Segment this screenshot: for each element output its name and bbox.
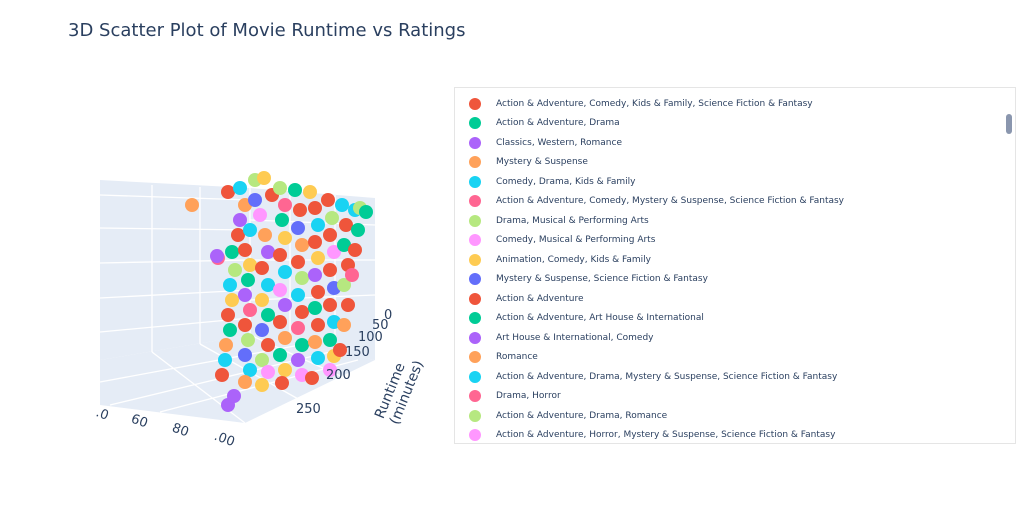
legend-label: Art House & International, Comedy: [496, 332, 654, 343]
runtime-tick: 50: [372, 318, 389, 333]
legend-label: Action & Adventure, Drama, Romance: [496, 410, 668, 421]
legend-marker-icon: [469, 117, 481, 130]
legend-label: Animation, Comedy, Kids & Family: [496, 254, 651, 265]
legend-item[interactable]: Romance: [455, 348, 1001, 368]
back-wall: [100, 180, 250, 360]
legend-item[interactable]: Classics, Western, Romance: [455, 133, 1001, 153]
legend-item[interactable]: Art House & International, Comedy: [455, 328, 1001, 348]
legend-marker-icon: [469, 156, 481, 169]
runtime-tick: 250: [296, 402, 321, 417]
legend-label: Classics, Western, Romance: [496, 137, 622, 148]
legend-marker-icon: [469, 351, 481, 364]
legend-marker-icon: [469, 253, 481, 266]
legend-label: Mystery & Suspense, Science Fiction & Fa…: [496, 274, 708, 285]
legend-item[interactable]: Mystery & Suspense, Science Fiction & Fa…: [455, 270, 1001, 290]
legend-marker-icon: [469, 195, 481, 208]
legend-item[interactable]: Action & Adventure, Comedy, Kids & Famil…: [455, 94, 1001, 114]
scatter3d-scene[interactable]: 0 50 100 150 200 250 Runtime (minutes) .…: [0, 60, 450, 480]
legend-label: Mystery & Suspense: [496, 157, 588, 168]
legend-marker-icon: [469, 234, 481, 247]
legend-item[interactable]: Comedy, Musical & Performing Arts: [455, 231, 1001, 251]
legend-label: Action & Adventure, Horror, Mystery & Su…: [496, 430, 836, 441]
runtime-tick: 200: [326, 368, 351, 383]
legend-marker-icon: [469, 429, 481, 442]
legend-marker-icon: [469, 370, 481, 383]
legend-label: Action & Adventure, Comedy, Mystery & Su…: [496, 196, 845, 207]
legend-item[interactable]: Action & Adventure: [455, 289, 1001, 309]
legend-label: Action & Adventure, Art House & Internat…: [496, 313, 704, 324]
legend-marker-icon: [469, 409, 481, 422]
legend-scrollbar[interactable]: [1006, 114, 1012, 134]
data-points: [185, 171, 373, 412]
legend-item[interactable]: Animation, Comedy, Kids & Family: [455, 250, 1001, 270]
legend-label: Action & Adventure, Drama, Mystery & Sus…: [496, 371, 838, 382]
legend-item[interactable]: Action & Adventure, Drama: [455, 114, 1001, 134]
runtime-tick: 0: [384, 308, 393, 323]
chart-title: 3D Scatter Plot of Movie Runtime vs Rati…: [68, 20, 466, 41]
legend-label: Action & Adventure, Comedy, Kids & Famil…: [496, 98, 813, 109]
legend-marker-icon: [469, 214, 481, 227]
legend-item[interactable]: Comedy, Drama, Kids & Family: [455, 172, 1001, 192]
legend-item[interactable]: Mystery & Suspense: [455, 153, 1001, 173]
legend-label: Comedy, Musical & Performing Arts: [496, 235, 656, 246]
legend-item[interactable]: Action & Adventure, Drama, Mystery & Sus…: [455, 367, 1001, 387]
legend-item[interactable]: Drama, Musical & Performing Arts: [455, 211, 1001, 231]
legend-marker-icon: [469, 390, 481, 403]
legend-marker-icon: [469, 136, 481, 149]
scene-graphics: [99, 171, 376, 424]
legend[interactable]: Action & Adventure, Comedy, Kids & Famil…: [454, 87, 1016, 444]
runtime-tick: 150: [345, 345, 370, 360]
legend-label: Drama, Horror: [496, 391, 561, 402]
legend-marker-icon: [469, 97, 481, 110]
legend-label: Action & Adventure, Drama: [496, 118, 620, 129]
legend-marker-icon: [469, 312, 481, 325]
legend-marker-icon: [469, 273, 481, 286]
legend-label: Romance: [496, 352, 538, 363]
legend-marker-icon: [469, 175, 481, 188]
legend-label: Comedy, Drama, Kids & Family: [496, 176, 636, 187]
legend-label: Action & Adventure: [496, 293, 584, 304]
legend-marker-icon: [469, 292, 481, 305]
legend-list: Action & Adventure, Comedy, Kids & Famil…: [455, 94, 1001, 444]
legend-item[interactable]: Action & Adventure, Comedy, Mystery & Su…: [455, 192, 1001, 212]
legend-item[interactable]: Action & Adventure, Horror, Mystery & Su…: [455, 426, 1001, 444]
legend-label: Drama, Musical & Performing Arts: [496, 215, 649, 226]
legend-item[interactable]: Drama, Horror: [455, 387, 1001, 407]
legend-item[interactable]: Action & Adventure, Art House & Internat…: [455, 309, 1001, 329]
legend-marker-icon: [469, 331, 481, 344]
floor-plane: [100, 335, 375, 423]
legend-item[interactable]: Action & Adventure, Drama, Romance: [455, 406, 1001, 426]
runtime-tick: 100: [358, 330, 383, 345]
